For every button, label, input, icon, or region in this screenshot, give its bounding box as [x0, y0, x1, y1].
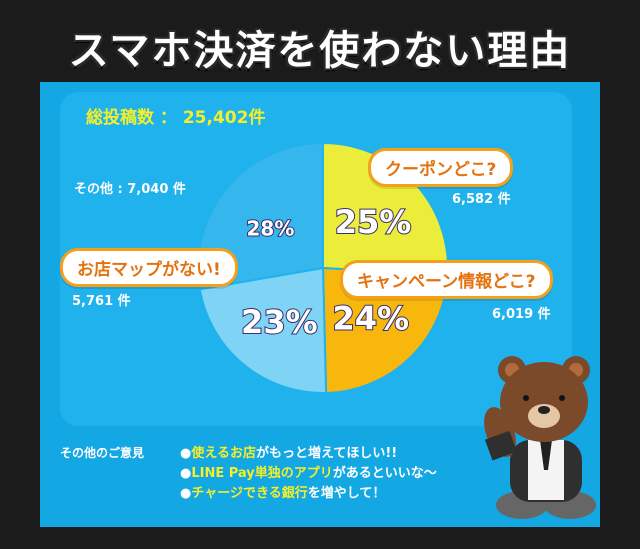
slice-percent-label: 28% — [246, 217, 294, 241]
callout-campaign: キャンペーン情報どこ? — [340, 260, 553, 299]
bear-mascot-icon — [484, 356, 596, 519]
pie-slice — [198, 266, 328, 394]
opinion-highlight: LINE Pay単独のアプリ — [191, 466, 333, 481]
count-campaign: 6,019 件 — [492, 307, 551, 322]
count-map: 5,761 件 — [72, 294, 131, 309]
callout-coupon: クーポンどこ? — [368, 148, 514, 187]
opinion-text: がもっと増えてほしい!! — [255, 446, 398, 461]
bullet-icon: ● — [180, 446, 192, 461]
opinion-item: ●チャージできる銀行を増やして！ — [180, 482, 385, 501]
bullet-icon: ● — [180, 466, 192, 481]
opinions-heading: その他のご意見 — [60, 446, 145, 460]
callout-map: お店マップがない! — [60, 248, 238, 287]
opinion-highlight: 使えるお店 — [191, 446, 256, 461]
count-coupon: 6,582 件 — [452, 192, 511, 207]
bullet-icon: ● — [180, 486, 192, 501]
opinion-item: ●使えるお店がもっと増えてほしい!! — [180, 442, 397, 461]
slice-percent-label: 23% — [241, 303, 318, 341]
label-other: その他 : 7,040 件 — [74, 182, 186, 197]
opinion-highlight: チャージできる銀行 — [191, 486, 308, 501]
opinion-item: ●LINE Pay単独のアプリがあるといいな～ — [180, 462, 437, 481]
opinion-text: があるといいな～ — [332, 466, 437, 481]
slice-percent-label: 25% — [335, 203, 412, 241]
slice-percent-label: 24% — [333, 299, 410, 337]
opinion-text: を増やして！ — [307, 486, 386, 501]
total-posts: 総投稿数 ： 25,402件 — [86, 108, 266, 128]
page-title: スマホ決済を使わない理由 — [68, 28, 572, 74]
